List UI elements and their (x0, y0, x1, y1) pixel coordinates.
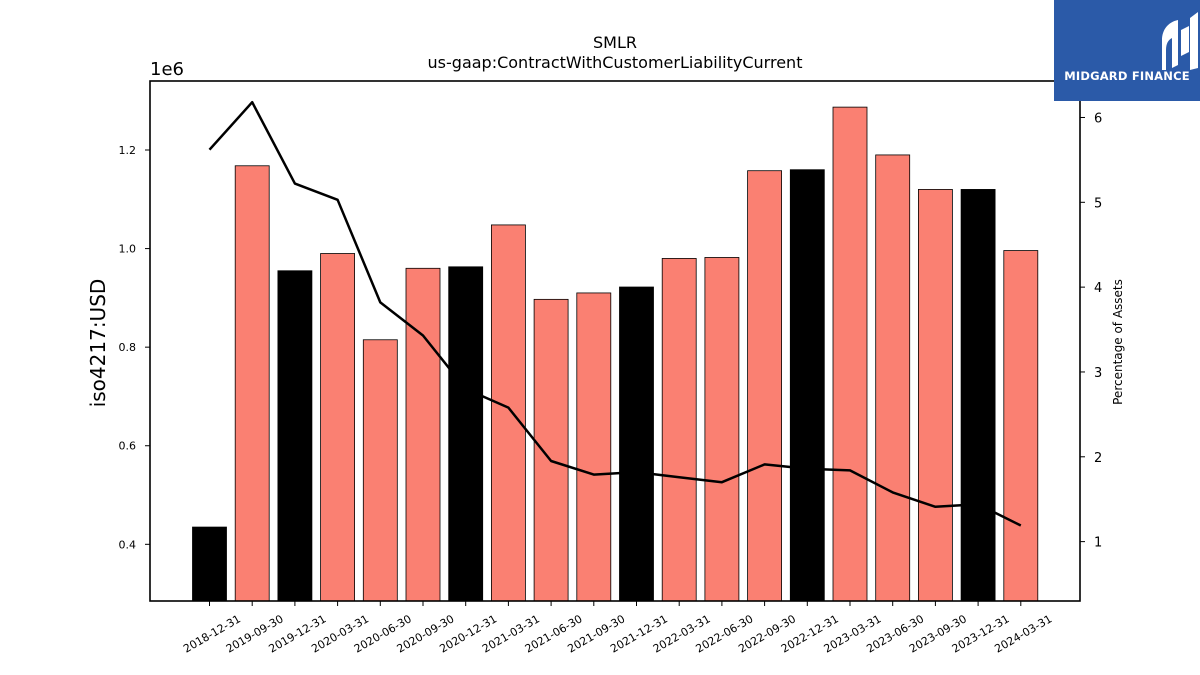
y-tick-label: 0.6 (119, 440, 137, 453)
bar (320, 253, 356, 602)
midgard-finance-logo: MIDGARD FINANCE (1054, 0, 1200, 101)
bar (661, 258, 697, 602)
bar (832, 106, 868, 602)
y2-tick-label: 2 (1094, 451, 1102, 466)
logo-mark-icon (1162, 12, 1198, 70)
bar (619, 286, 654, 602)
bar (448, 266, 484, 602)
bar (533, 298, 569, 602)
plot-frame (149, 80, 1081, 602)
bar (789, 169, 825, 602)
bar (490, 224, 526, 602)
bar (704, 257, 740, 602)
bar (405, 267, 441, 602)
bar (576, 292, 612, 602)
bar (1003, 250, 1039, 602)
logo-text: MIDGARD FINANCE (1064, 69, 1190, 83)
bars-group (192, 106, 1039, 602)
bar (192, 526, 227, 602)
y-axis-label: iso4217:USD (86, 279, 110, 408)
y2-tick-label: 6 (1094, 111, 1102, 126)
bar (747, 170, 782, 602)
bar (918, 189, 953, 602)
y-tick-label: 0.8 (119, 341, 137, 354)
y2-tick-label: 1 (1094, 536, 1102, 551)
y-tick-label: 1.0 (119, 243, 137, 256)
y-offset-text: 1e6 (150, 59, 184, 80)
chart-subtitle: us-gaap:ContractWithCustomerLiabilityCur… (428, 53, 803, 72)
y2-tick-label: 4 (1094, 281, 1102, 296)
y-tick-label: 1.2 (119, 144, 137, 157)
y2-tick-label: 5 (1094, 196, 1102, 211)
bar (277, 270, 313, 602)
bar (960, 189, 996, 602)
y2-tick-label: 3 (1094, 366, 1102, 381)
percentage-line (208, 100, 1022, 527)
bar (234, 165, 270, 602)
bar (875, 154, 911, 602)
y2-axis-label: Percentage of Assets (1111, 279, 1125, 405)
y-tick-label: 0.4 (119, 538, 137, 551)
bar (362, 339, 398, 602)
line-group (208, 100, 1022, 527)
chart-title: SMLR (593, 33, 637, 52)
